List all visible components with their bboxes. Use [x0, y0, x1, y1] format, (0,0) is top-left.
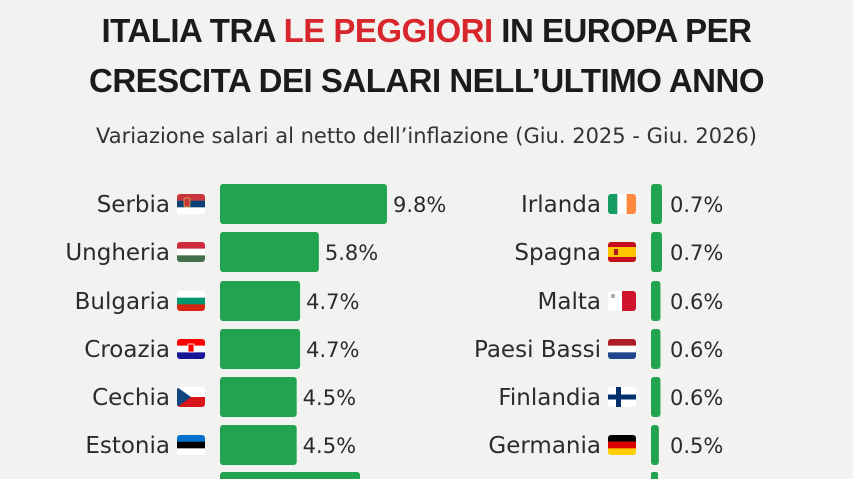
bulgaria-flag-icon: [177, 291, 205, 311]
croatia-flag-icon: [177, 339, 205, 359]
serbia-flag-icon: [177, 194, 205, 214]
value-label: 0.6%: [670, 338, 723, 362]
category-label: Serbia: [97, 192, 170, 218]
bar: [651, 184, 662, 224]
value-label: 9.8%: [393, 193, 446, 217]
bar: [651, 329, 661, 369]
category-label: Ungheria: [65, 240, 170, 266]
estonia-flag-icon: [177, 435, 205, 455]
left-chart-row: Ungheria 5.8%: [65, 232, 378, 272]
category-label: Cechia: [92, 385, 170, 411]
category-label: Spagna: [514, 240, 601, 266]
netherlands-flag-icon: [608, 339, 636, 359]
title-part-1: ITALIA TRA: [101, 12, 284, 49]
bar: [651, 425, 659, 465]
value-label: 0.6%: [670, 290, 723, 314]
bar: [220, 184, 387, 224]
value-label: 4.5%: [303, 434, 356, 458]
category-label: Bulgaria: [75, 289, 170, 315]
ireland-flag-icon: [608, 194, 636, 214]
germany-flag-icon: [608, 435, 636, 455]
value-label: 4.7%: [306, 338, 359, 362]
chart-subtitle: Variazione salari al netto dell’inflazio…: [96, 124, 757, 148]
left-chart-row: Estonia 4.5%: [85, 425, 356, 465]
spain-flag-icon: [608, 242, 636, 262]
left-chart-row: Serbia 9.8%: [97, 184, 446, 224]
title-part-2: IN EUROPA PER: [492, 12, 752, 49]
chart-title-line-1: ITALIA TRA LE PEGGIORI IN EUROPA PER: [0, 12, 853, 50]
right-chart-row: Paesi Bassi 0.6%: [474, 329, 723, 369]
right-chart-row: Malta 0.6%: [538, 281, 723, 321]
value-label: 0.6%: [670, 386, 723, 410]
bar: [651, 281, 661, 321]
bar: [220, 377, 297, 417]
bar: [651, 232, 662, 272]
value-label: 4.5%: [303, 386, 356, 410]
left-chart-row: Croazia 4.7%: [84, 329, 359, 369]
value-label: 4.7%: [306, 290, 359, 314]
category-label: Irlanda: [521, 192, 601, 218]
category-label: Finlandia: [498, 385, 601, 411]
chart-title-line-2: CRESCITA DEI SALARI NELL’ULTIMO ANNO: [89, 62, 764, 99]
category-label: Paesi Bassi: [474, 337, 601, 363]
title-accent: LE PEGGIORI: [283, 12, 494, 49]
category-label: Estonia: [85, 433, 170, 459]
right-chart-row: Finlandia 0.6%: [498, 377, 723, 417]
category-label: Malta: [538, 289, 601, 315]
czechia-flag-icon: [177, 387, 205, 407]
right-chart-row: Irlanda 0.7%: [521, 184, 723, 224]
left-chart-row: Bulgaria 4.7%: [75, 281, 359, 321]
category-label: Germania: [488, 433, 601, 459]
hungary-flag-icon: [177, 242, 205, 262]
right-chart-row: Germania 0.5%: [488, 425, 723, 465]
bar: [220, 281, 301, 321]
bar: [651, 377, 661, 417]
value-label: 5.8%: [325, 241, 378, 265]
value-label: 0.7%: [670, 193, 723, 217]
right-chart-row: Spagna 0.7%: [514, 232, 723, 272]
bar: [220, 425, 297, 465]
finland-flag-icon: [608, 387, 636, 407]
category-label: Croazia: [84, 337, 170, 363]
malta-flag-icon: [608, 291, 636, 311]
bar: [220, 232, 319, 272]
bar: [220, 329, 301, 369]
left-chart-row: Cechia 4.5%: [92, 377, 356, 417]
bar-partial: [220, 472, 360, 479]
value-label: 0.7%: [670, 241, 723, 265]
bar-partial: [651, 472, 658, 479]
value-label: 0.5%: [670, 434, 723, 458]
